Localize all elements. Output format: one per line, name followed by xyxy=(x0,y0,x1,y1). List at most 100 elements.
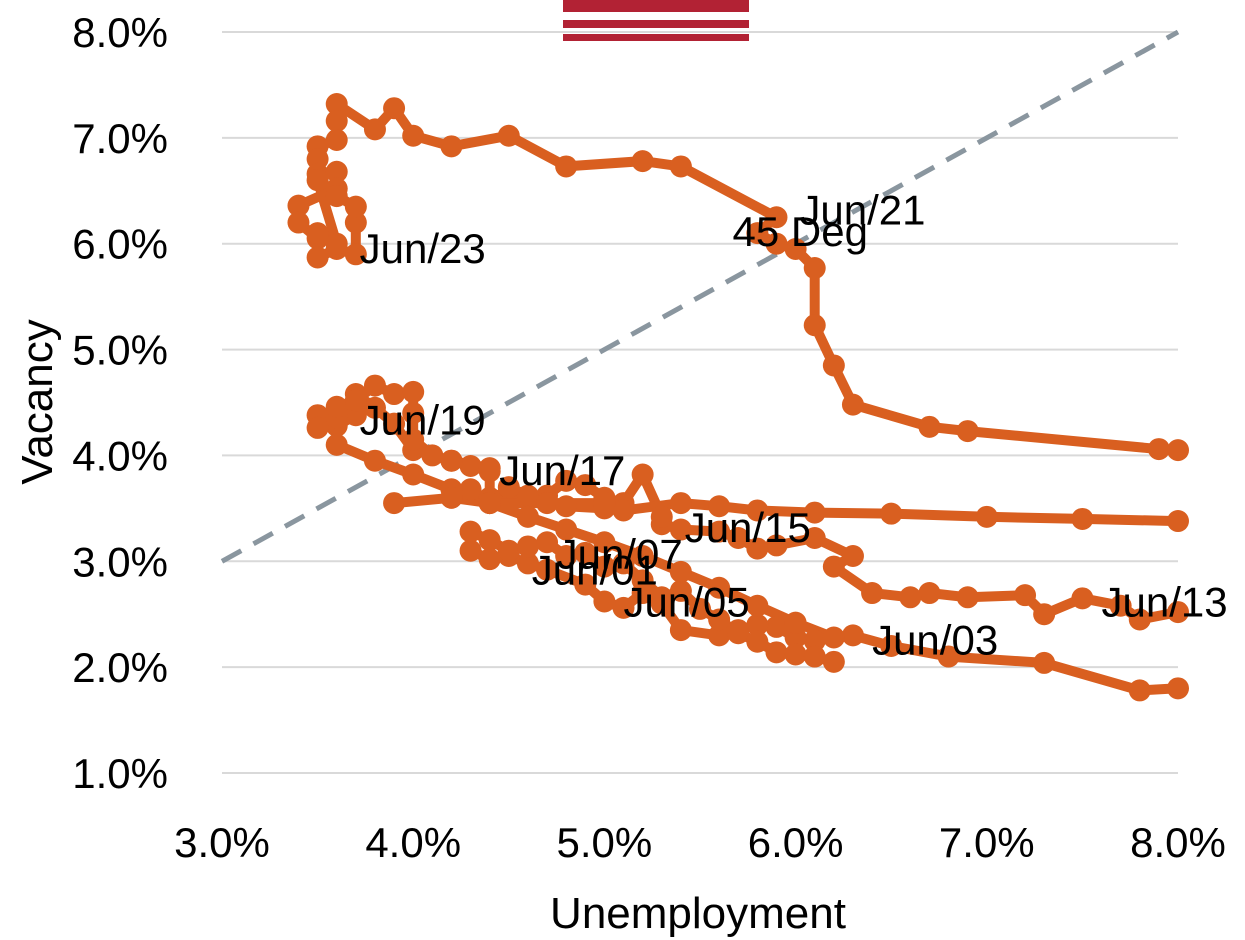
data-point xyxy=(459,520,482,543)
data-point xyxy=(402,463,425,486)
data-point xyxy=(478,529,501,552)
data-point xyxy=(536,492,559,515)
x-tick-label: 3.0% xyxy=(174,819,270,866)
data-point xyxy=(536,531,559,554)
data-point xyxy=(1014,584,1037,607)
data-point xyxy=(631,544,654,567)
data-point xyxy=(344,211,367,234)
data-point xyxy=(325,128,348,151)
data-point xyxy=(822,555,845,578)
annotation-label: Jun/03 xyxy=(872,616,998,663)
y-tick-label: 3.0% xyxy=(72,538,168,585)
data-point xyxy=(402,428,425,451)
reference-45-deg-line xyxy=(220,29,1180,564)
data-point xyxy=(631,569,654,592)
data-point xyxy=(708,495,731,518)
data-point xyxy=(363,118,386,141)
data-point xyxy=(1033,603,1056,626)
data-point xyxy=(937,645,960,668)
data-point xyxy=(1128,608,1151,631)
data-point xyxy=(325,160,348,183)
data-point xyxy=(287,211,310,234)
data-point xyxy=(344,243,367,266)
data-point xyxy=(402,402,425,425)
data-point xyxy=(803,314,826,337)
data-point xyxy=(344,195,367,218)
data-point xyxy=(727,526,750,549)
data-point xyxy=(325,232,348,255)
data-point xyxy=(536,558,559,581)
data-point xyxy=(459,455,482,478)
data-point xyxy=(287,194,310,217)
data-point xyxy=(593,531,616,554)
data-point xyxy=(593,590,616,613)
data-point xyxy=(402,124,425,147)
data-point xyxy=(880,502,903,525)
data-point xyxy=(1167,510,1189,533)
data-point xyxy=(918,582,941,605)
data-point xyxy=(306,246,329,269)
data-point xyxy=(1147,438,1170,461)
data-point xyxy=(593,492,616,515)
data-point xyxy=(765,206,788,229)
data-point xyxy=(746,594,769,617)
flag-logo xyxy=(563,0,749,41)
data-point xyxy=(784,238,807,261)
data-point xyxy=(497,124,520,147)
data-point xyxy=(459,539,482,562)
data-point xyxy=(1167,601,1189,624)
y-tick-label: 2.0% xyxy=(72,644,168,691)
data-point xyxy=(306,169,329,192)
data-point xyxy=(822,626,845,649)
data-point xyxy=(516,535,539,558)
data-point xyxy=(363,396,386,419)
data-point xyxy=(631,463,654,486)
data-point xyxy=(650,505,673,528)
x-tick-label: 8.0% xyxy=(1130,819,1226,866)
data-point xyxy=(822,650,845,673)
data-point xyxy=(478,492,501,515)
data-point xyxy=(708,624,731,647)
data-point xyxy=(325,395,348,418)
data-point xyxy=(669,619,692,642)
x-tick-label: 5.0% xyxy=(557,819,653,866)
data-point xyxy=(1167,439,1189,462)
data-point xyxy=(325,92,348,115)
annotation-label: Jun/21 xyxy=(799,187,925,234)
data-point xyxy=(708,520,731,543)
data-point xyxy=(383,492,406,515)
data-point xyxy=(708,608,731,631)
annotation-label: Jun/17 xyxy=(499,447,625,494)
data-point xyxy=(1167,677,1189,700)
data-point xyxy=(593,555,616,578)
data-point xyxy=(765,232,788,255)
data-point xyxy=(440,135,463,158)
data-point xyxy=(746,222,769,245)
y-tick-label: 7.0% xyxy=(72,115,168,162)
data-point xyxy=(650,586,673,609)
data-point xyxy=(727,622,750,645)
data-point xyxy=(516,484,539,507)
data-point xyxy=(612,499,635,522)
data-point xyxy=(822,354,845,377)
data-point xyxy=(325,185,348,208)
y-axis-title: Vacancy xyxy=(13,319,62,485)
data-point xyxy=(689,597,711,620)
data-point xyxy=(612,552,635,575)
y-tick-label: 6.0% xyxy=(72,221,168,268)
data-point xyxy=(383,412,406,435)
flag-stripe xyxy=(563,34,749,41)
data-point xyxy=(383,383,406,406)
data-point xyxy=(1033,651,1056,674)
data-point xyxy=(918,415,941,438)
data-point xyxy=(784,643,807,666)
data-point xyxy=(325,433,348,456)
data-point xyxy=(841,393,864,416)
annotation-label: Jun/01 xyxy=(532,547,658,594)
series-points xyxy=(287,92,1189,702)
annotation-label: Jun/23 xyxy=(360,225,486,272)
data-point xyxy=(765,641,788,664)
data-point xyxy=(363,449,386,472)
